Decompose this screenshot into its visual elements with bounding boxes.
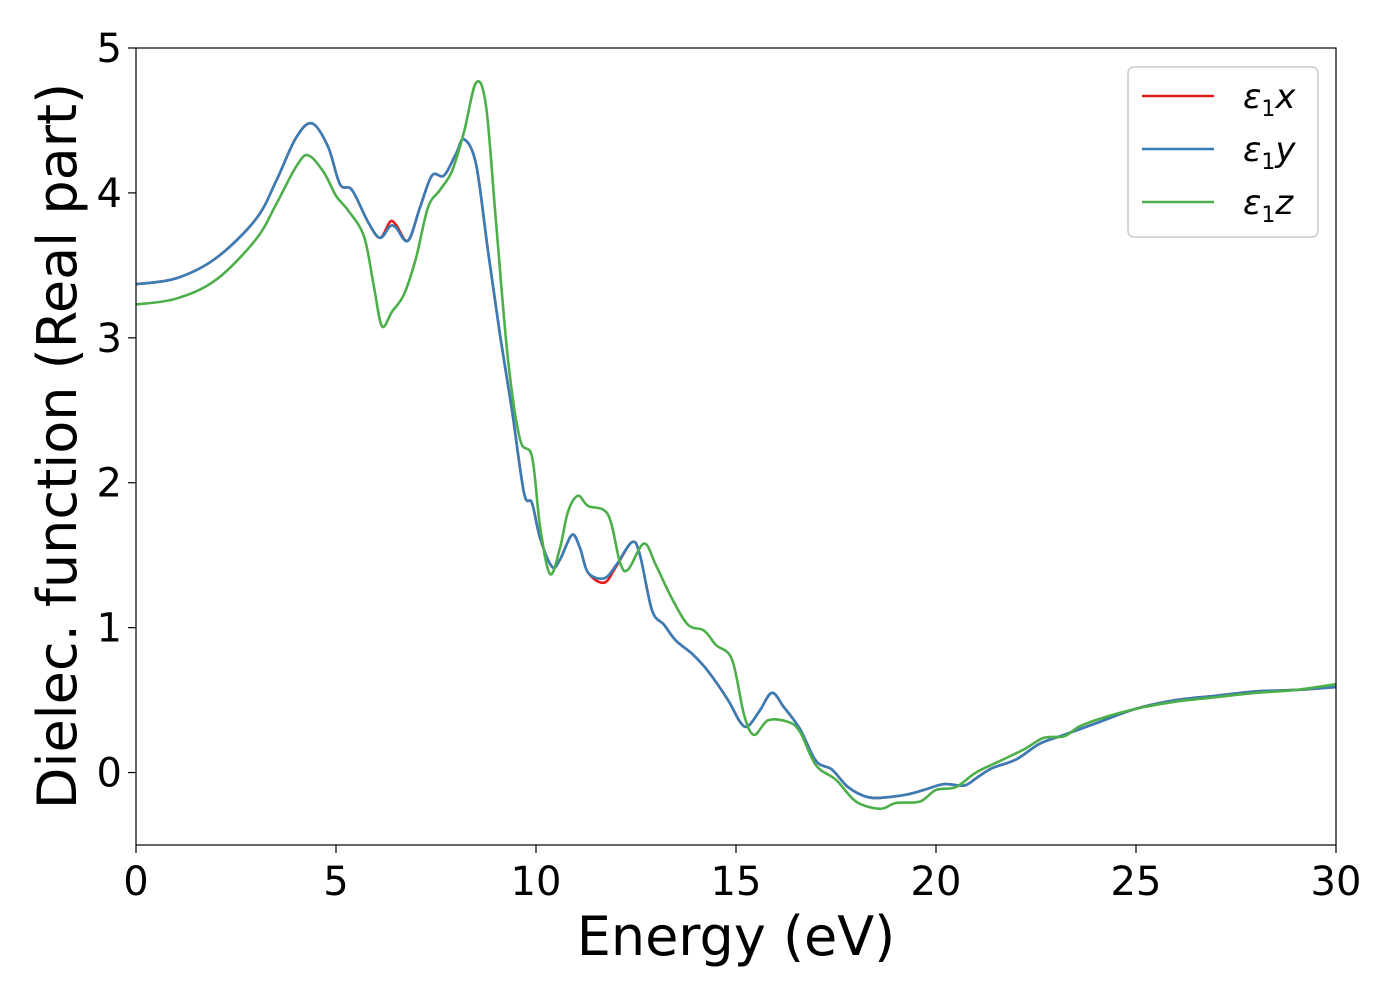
y-tick-label: 1 xyxy=(97,606,122,652)
x-tick-label: 30 xyxy=(1311,859,1362,905)
y-axis-title: Dielec. function (Real part) xyxy=(26,83,89,809)
legend-frame xyxy=(1127,66,1319,238)
x-tick-label: 20 xyxy=(911,859,962,905)
y-tick-label: 2 xyxy=(97,461,122,507)
y-tick-label: 3 xyxy=(97,316,122,362)
y-tick-label: 0 xyxy=(97,751,122,797)
x-tick-label: 15 xyxy=(711,859,762,905)
x-tick-label: 10 xyxy=(511,859,562,905)
y-tick-label: 5 xyxy=(97,26,122,72)
legend: ε1x ε1y ε1z xyxy=(1127,66,1319,238)
legend-label-x: ε1x xyxy=(1243,77,1296,122)
x-tick-label: 0 xyxy=(123,859,148,905)
x-axis: 0 5 10 15 20 25 30 xyxy=(123,845,1361,905)
legend-label-z: ε1z xyxy=(1243,183,1294,228)
series-line-z xyxy=(136,80,1336,811)
y-axis: 0 1 2 3 4 5 xyxy=(97,26,136,797)
legend-label-y: ε1y xyxy=(1243,130,1296,175)
x-tick-label: 5 xyxy=(323,859,348,905)
y-tick-label: 4 xyxy=(97,171,122,217)
x-tick-label: 25 xyxy=(1111,859,1162,905)
x-axis-title: Energy (eV) xyxy=(577,905,896,968)
series-layer xyxy=(136,80,1336,811)
series-line-y xyxy=(136,121,1336,800)
